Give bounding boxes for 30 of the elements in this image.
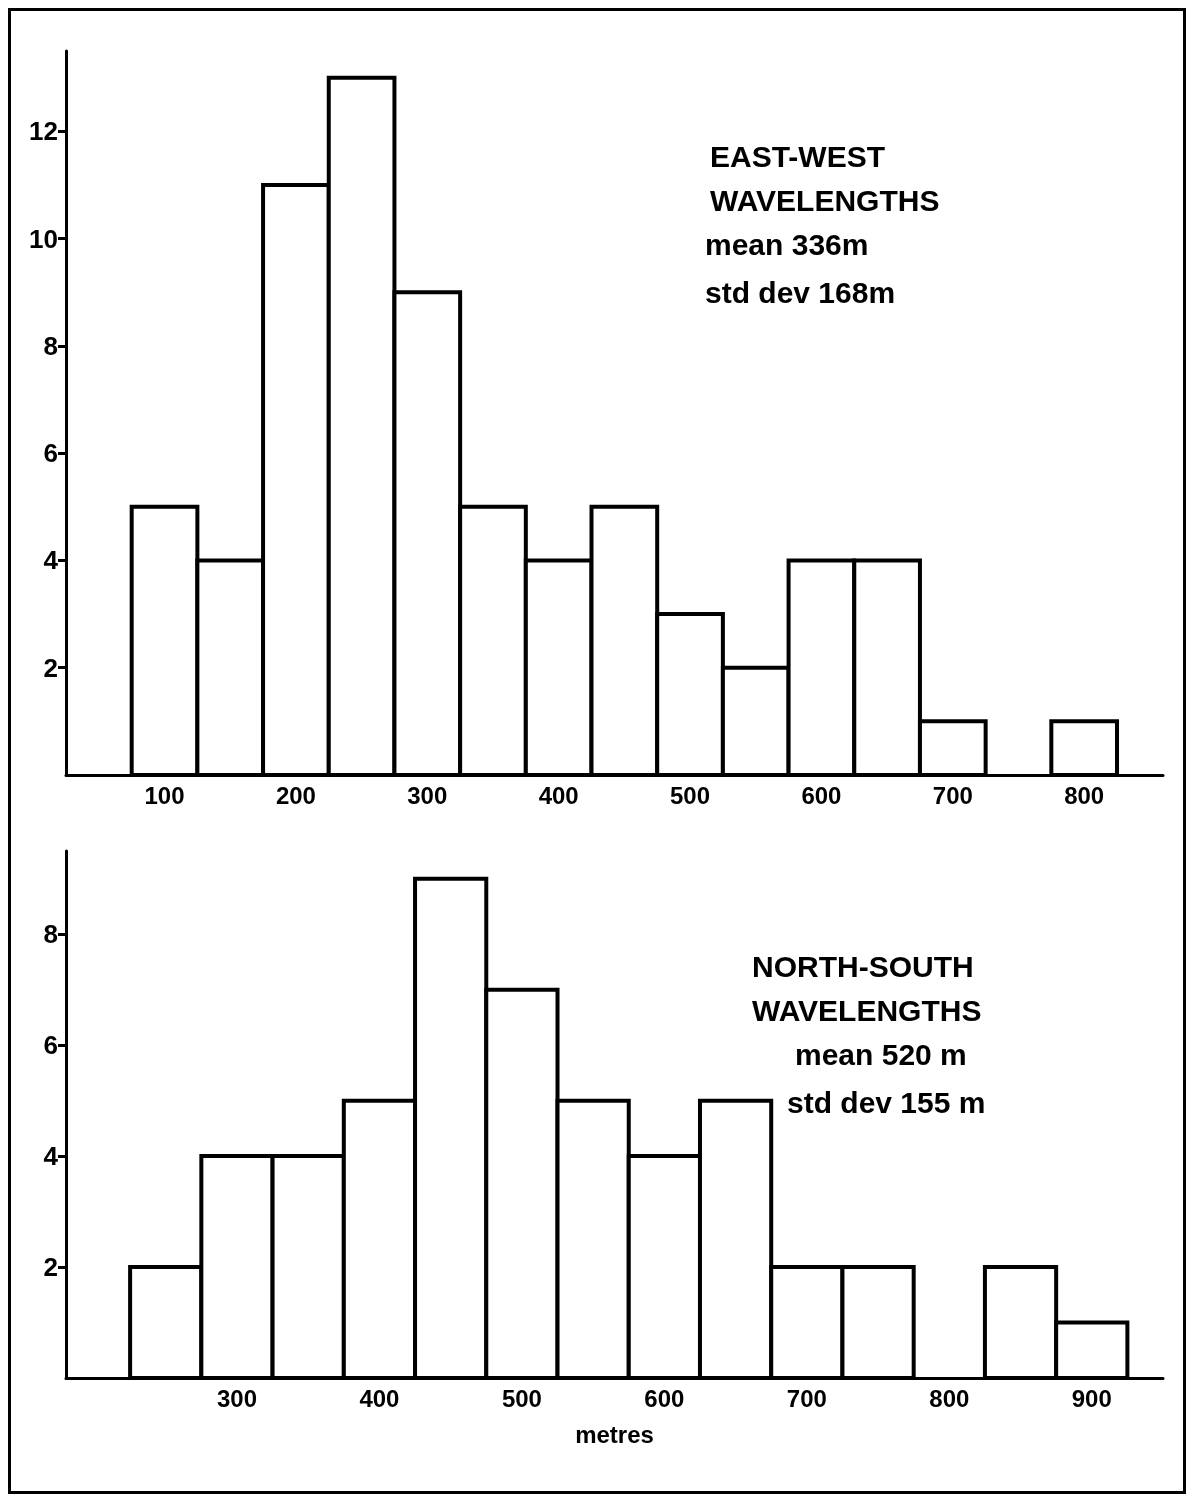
y-tick-label: 12 (29, 116, 58, 147)
x-tick-label: 600 (644, 1384, 685, 1412)
x-tick-label: 800 (1064, 781, 1105, 809)
y-tick-label: 10 (29, 223, 58, 254)
y-tick-label: 4 (43, 1141, 59, 1172)
x-tick-label: 100 (144, 781, 185, 809)
x-tick-label: 400 (538, 781, 579, 809)
x-tick-label: 800 (929, 1384, 970, 1412)
x-tick-label: 500 (501, 1384, 542, 1412)
annotation: std dev 168m (705, 275, 896, 309)
x-tick-label: 400 (359, 1384, 400, 1412)
y-tick-label: 2 (43, 652, 58, 683)
annotation: std dev 155 m (787, 1085, 986, 1119)
y-tick-label: 8 (43, 919, 58, 950)
x-tick-label: 300 (407, 781, 448, 809)
x-tick-label: 200 (275, 781, 316, 809)
y-tick-label: 8 (43, 330, 58, 361)
y-tick-label: 2 (43, 1252, 58, 1283)
y-tick-label: 6 (43, 438, 58, 469)
x-tick-label: 700 (786, 1384, 827, 1412)
x-axis-title: metres (575, 1420, 654, 1448)
annotation: mean 336m (705, 227, 869, 261)
x-tick-label: 700 (932, 781, 973, 809)
x-tick-label: 300 (216, 1384, 257, 1412)
x-tick-label: 500 (670, 781, 711, 809)
y-tick-label: 6 (43, 1030, 58, 1061)
x-tick-label: 600 (801, 781, 842, 809)
annotation: mean 520 m (795, 1037, 967, 1071)
y-tick-label: 4 (43, 545, 59, 576)
x-tick-label: 900 (1071, 1384, 1112, 1412)
